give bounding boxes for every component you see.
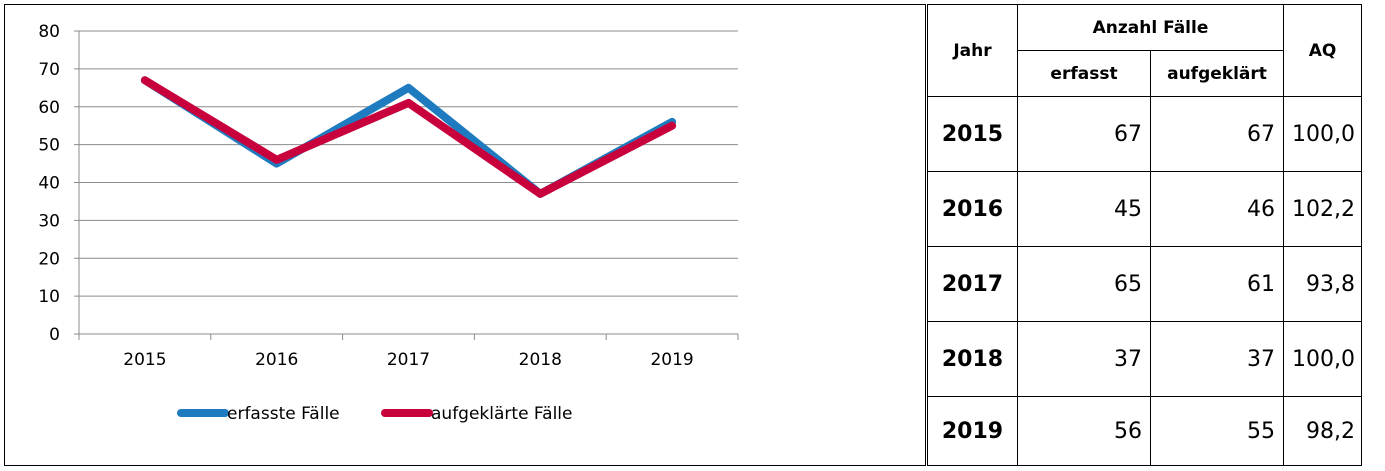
x-tick-label: 2015 [123,350,166,370]
header-aufgeklaert: aufgeklärt [1150,50,1284,97]
y-tick-label: 50 [38,136,60,156]
legend-label: erfasste Fälle [227,404,340,424]
table-row: 2015 67 67 100,0 [927,96,1362,172]
row-year: 2015 [927,96,1018,172]
x-tick-label: 2018 [519,350,562,370]
row-year: 2016 [927,171,1018,247]
row-aq: 102,2 [1283,171,1362,247]
row-erfasst: 45 [1017,171,1151,247]
row-aq: 100,0 [1283,321,1362,397]
y-tick-label: 40 [38,174,60,194]
table-row: 2017 65 61 93,8 [927,246,1362,322]
row-year: 2017 [927,246,1018,322]
legend-label: aufgeklärte Fälle [431,404,572,424]
row-aufgeklaert: 67 [1150,96,1284,172]
y-tick-label: 70 [38,60,60,80]
table-row: 2016 45 46 102,2 [927,171,1362,247]
x-tick-label: 2016 [255,350,298,370]
row-erfasst: 65 [1017,246,1151,322]
row-aufgeklaert: 37 [1150,321,1284,397]
row-aufgeklaert: 46 [1150,171,1284,247]
row-aufgeklaert: 61 [1150,246,1284,322]
row-aq: 100,0 [1283,96,1362,172]
row-aufgeklaert: 55 [1150,396,1284,466]
chart-frame: 0 10 20 30 40 50 60 70 80 2015 2016 2017 2018 2019 erf… [4,4,926,466]
row-aq: 98,2 [1283,396,1362,466]
header-jahr: Jahr [927,4,1018,97]
series-line-aufgeklaerte-faelle [140,76,677,198]
x-tick-label: 2017 [387,350,430,370]
series-line-erfasste-faelle [140,76,677,198]
y-tick-label: 80 [38,22,60,42]
statistics-table: Jahr Anzahl Fälle AQ erfasst aufgeklärt … [927,4,1362,466]
x-tick-label: 2019 [650,350,693,370]
y-tick-label: 30 [38,211,60,231]
row-erfasst: 67 [1017,96,1151,172]
row-erfasst: 56 [1017,396,1151,466]
table-row: 2019 56 55 98,2 [927,396,1362,466]
y-tick-label: 60 [38,98,60,118]
y-tick-label: 20 [38,249,60,269]
line-chart: 0 10 20 30 40 50 60 70 80 2015 2016 2017 2018 2019 erf… [38,22,739,424]
table-row: 2018 37 37 100,0 [927,321,1362,397]
header-erfasst: erfasst [1017,50,1151,97]
y-tick-label: 0 [49,325,60,345]
row-aq: 93,8 [1283,246,1362,322]
header-anzahl-faelle: Anzahl Fälle [1017,4,1284,51]
header-aq: AQ [1283,4,1362,97]
row-year: 2019 [927,396,1018,466]
y-tick-label: 10 [38,287,60,307]
row-erfasst: 37 [1017,321,1151,397]
row-year: 2018 [927,321,1018,397]
